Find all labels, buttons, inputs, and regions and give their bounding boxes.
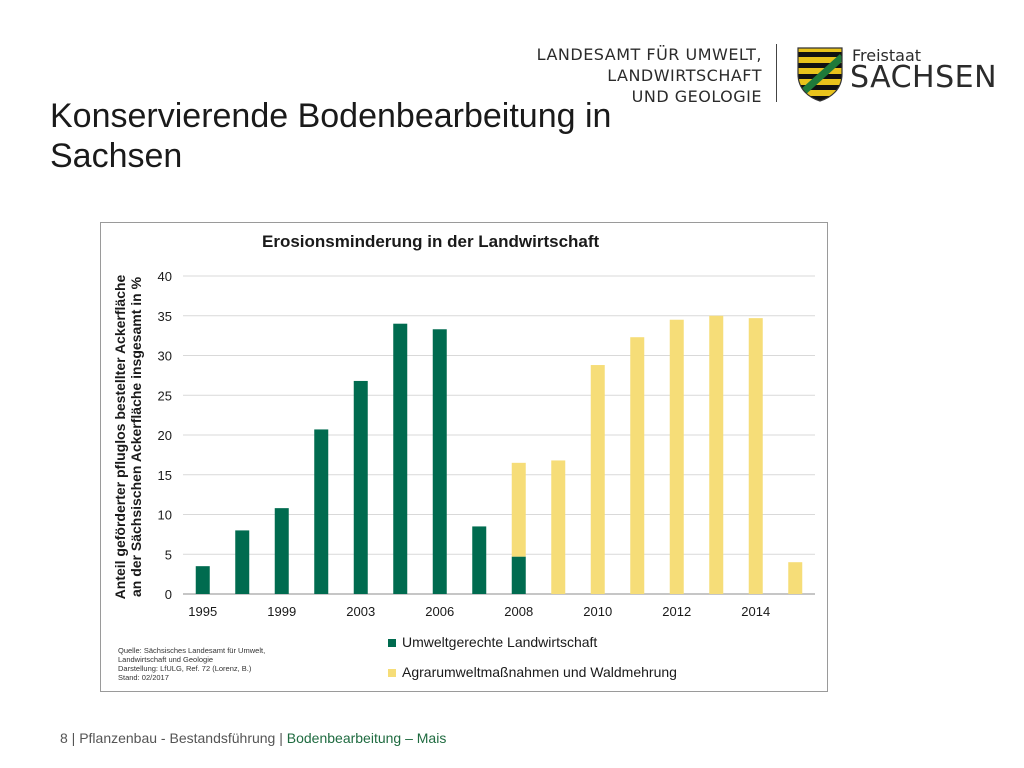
agency-line-2: LANDWIRTSCHAFT	[607, 66, 762, 85]
x-tick-label: 1995	[188, 604, 217, 619]
y-tick-label: 10	[158, 508, 172, 523]
y-tick-label: 35	[158, 309, 172, 324]
x-tick-label: 2010	[583, 604, 612, 619]
legend-swatch-yellow	[388, 669, 396, 678]
state-label-big: SACHSEN	[850, 60, 998, 95]
source-line-2: Landwirtschaft und Geologie	[118, 655, 214, 664]
legend-item-yellow: Agrarumweltmaßnahmen und Waldmehrung	[388, 664, 677, 680]
agency-name: LANDESAMT FÜR UMWELT, LANDWIRTSCHAFT UND…	[530, 44, 762, 107]
bar-agrarumwelt	[511, 462, 526, 557]
bar-umweltgerecht	[314, 429, 329, 594]
source-line-4: Stand: 02/2017	[118, 673, 169, 682]
bar-umweltgerecht	[472, 526, 487, 594]
source-note: Quelle: Sächsisches Landesamt für Umwelt…	[118, 646, 265, 682]
bar-agrarumwelt	[669, 319, 684, 594]
agency-line-3: UND GEOLOGIE	[631, 87, 762, 106]
x-tick-label: 2008	[504, 604, 533, 619]
bar-agrarumwelt	[788, 562, 803, 594]
bar-umweltgerecht	[432, 329, 447, 594]
saxony-crest-icon	[797, 47, 843, 102]
source-line-1: Quelle: Sächsisches Landesamt für Umwelt…	[118, 646, 266, 655]
y-tick-label: 30	[158, 349, 172, 364]
x-tick-label: 2012	[662, 604, 691, 619]
bar-umweltgerecht	[274, 508, 289, 594]
footer: 8 | Pflanzenbau - Bestandsführung | Bode…	[60, 730, 446, 746]
bar-agrarumwelt	[630, 337, 645, 594]
bar-umweltgerecht	[393, 323, 408, 594]
y-tick-label: 15	[158, 468, 172, 483]
chart-title: Erosionsminderung in der Landwirtschaft	[262, 232, 600, 251]
bar-agrarumwelt	[709, 315, 724, 594]
footer-highlight: Bodenbearbeitung – Mais	[286, 730, 447, 746]
bar-umweltgerecht	[511, 556, 526, 594]
x-tick-label: 1999	[267, 604, 296, 619]
y-tick-label: 0	[165, 587, 172, 602]
legend-item-green: Umweltgerechte Landwirtschaft	[388, 634, 597, 650]
footer-prefix: 8 | Pflanzenbau - Bestandsführung |	[60, 730, 287, 746]
x-tick-label: 2014	[741, 604, 770, 619]
x-tick-label: 2006	[425, 604, 454, 619]
bar-agrarumwelt	[590, 365, 605, 594]
bar-agrarumwelt	[551, 460, 566, 594]
legend-label-green: Umweltgerechte Landwirtschaft	[402, 634, 598, 650]
source-line-3: Darstellung: LfULG, Ref. 72 (Lorenz, B.)	[118, 664, 252, 673]
y-tick-label: 40	[158, 269, 172, 284]
slide-title: Konservierende Bodenbearbeitung in Sachs…	[50, 97, 612, 175]
bar-umweltgerecht	[235, 530, 250, 594]
legend-swatch-green	[388, 639, 396, 648]
bar-agrarumwelt	[748, 318, 763, 594]
agency-line-1: LANDESAMT FÜR UMWELT,	[536, 45, 762, 64]
legend-label-yellow: Agrarumweltmaßnahmen und Waldmehrung	[402, 664, 677, 680]
header-divider	[776, 44, 777, 102]
bar-umweltgerecht	[353, 380, 368, 594]
chart-frame	[100, 222, 828, 692]
state-label-small: Freistaat	[852, 46, 922, 65]
x-tick-label: 2003	[346, 604, 375, 619]
y-tick-label: 5	[165, 547, 172, 562]
bar-umweltgerecht	[195, 566, 210, 594]
y-tick-label: 25	[158, 388, 172, 403]
y-tick-label: 20	[158, 428, 172, 443]
